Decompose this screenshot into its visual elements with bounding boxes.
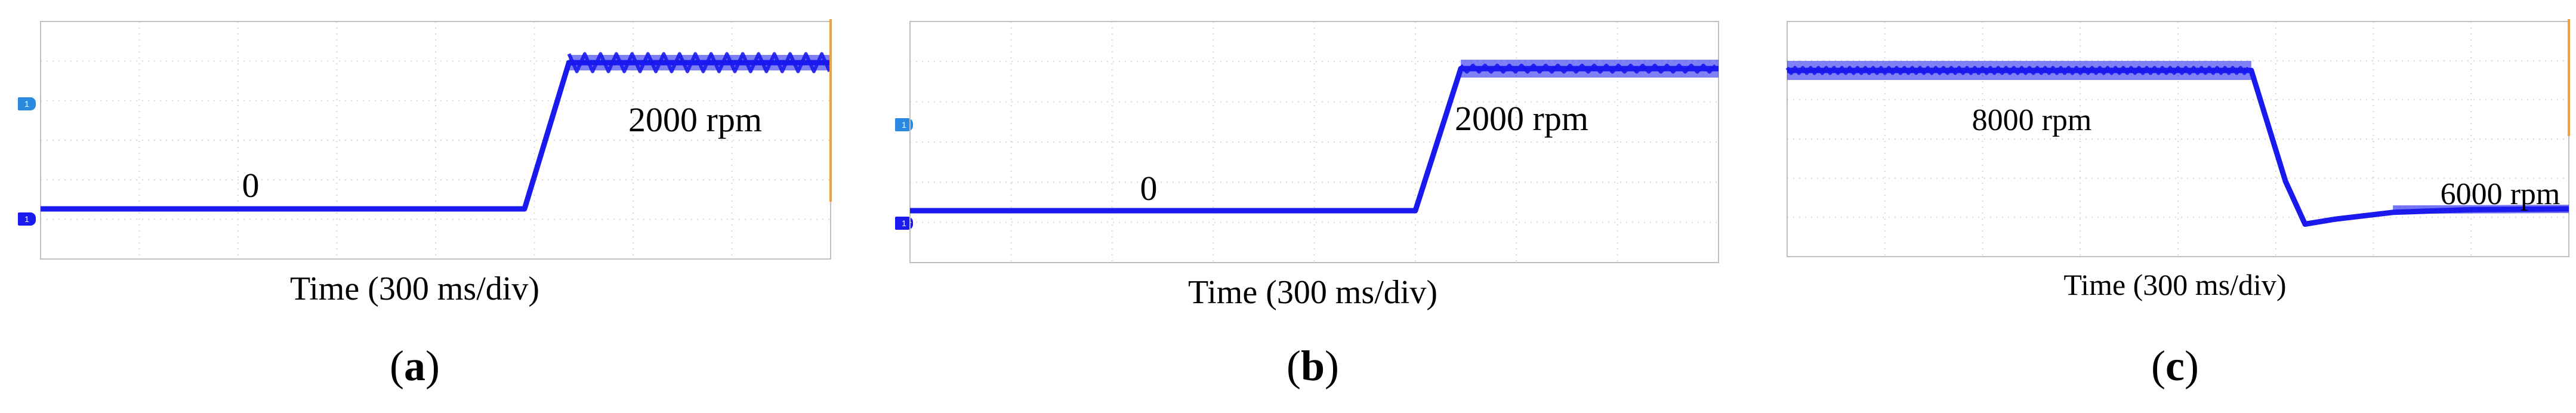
channel-marker-lower-b: 1 <box>895 217 913 230</box>
panel-caption-letter-a: a <box>404 342 425 390</box>
panel-caption-letter-b: b <box>1300 342 1325 390</box>
chart-panel-a: 1 1 0 2000 rpm Time (300 ms/div) (a) <box>0 0 835 413</box>
annotation-a-0: 0 <box>242 166 260 205</box>
channel-marker-upper-a: 1 <box>18 97 36 110</box>
oscilloscope-plot-b: 0 2000 rpm <box>909 21 1719 263</box>
chart-panel-b: 1 1 0 2000 rpm Time (300 ms/div) (b) <box>883 0 1719 413</box>
channel-marker-upper-b: 1 <box>895 118 913 131</box>
oscilloscope-plot-c: 8000 rpm 6000 rpm <box>1785 19 2570 257</box>
oscilloscope-plot-a: 0 2000 rpm <box>40 19 832 260</box>
panel-caption-a: (a) <box>390 342 440 390</box>
grid-b <box>910 21 1719 263</box>
annotation-c-0: 8000 rpm <box>1972 103 2092 137</box>
x-axis-label-a: Time (300 ms/div) <box>290 270 539 307</box>
plot-frame-c <box>1787 21 2569 257</box>
panel-caption-letter-c: c <box>2165 342 2185 390</box>
panel-caption-b: (b) <box>1286 342 1339 390</box>
plot-frame-b <box>909 21 1719 263</box>
panel-caption-c: (c) <box>2151 342 2199 390</box>
grid-a <box>41 21 831 259</box>
x-axis-label-c: Time (300 ms/div) <box>2063 268 2287 301</box>
annotation-a-1: 2000 rpm <box>628 100 762 139</box>
annotation-b-0: 0 <box>1140 169 1158 208</box>
x-axis-label-b: Time (300 ms/div) <box>1188 274 1437 311</box>
chart-panel-c: 8000 rpm 6000 rpm Time (300 ms/div) (c) <box>1775 0 2576 413</box>
grid-c <box>1787 21 2569 257</box>
channel-marker-lower-a: 1 <box>18 212 36 226</box>
annotation-b-1: 2000 rpm <box>1455 99 1588 138</box>
annotation-c-1: 6000 rpm <box>2441 177 2560 211</box>
